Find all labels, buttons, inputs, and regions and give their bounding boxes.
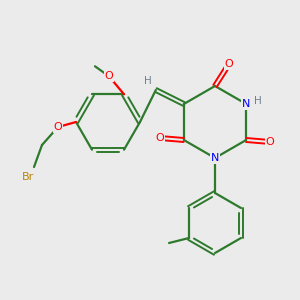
Text: H: H	[144, 76, 152, 86]
Text: H: H	[254, 96, 262, 106]
Text: O: O	[105, 71, 113, 81]
Text: O: O	[225, 59, 233, 69]
Text: O: O	[54, 122, 62, 132]
Text: O: O	[266, 137, 274, 147]
Text: N: N	[211, 153, 219, 163]
Text: Br: Br	[22, 172, 34, 182]
Text: N: N	[242, 99, 250, 109]
Text: O: O	[155, 133, 164, 143]
